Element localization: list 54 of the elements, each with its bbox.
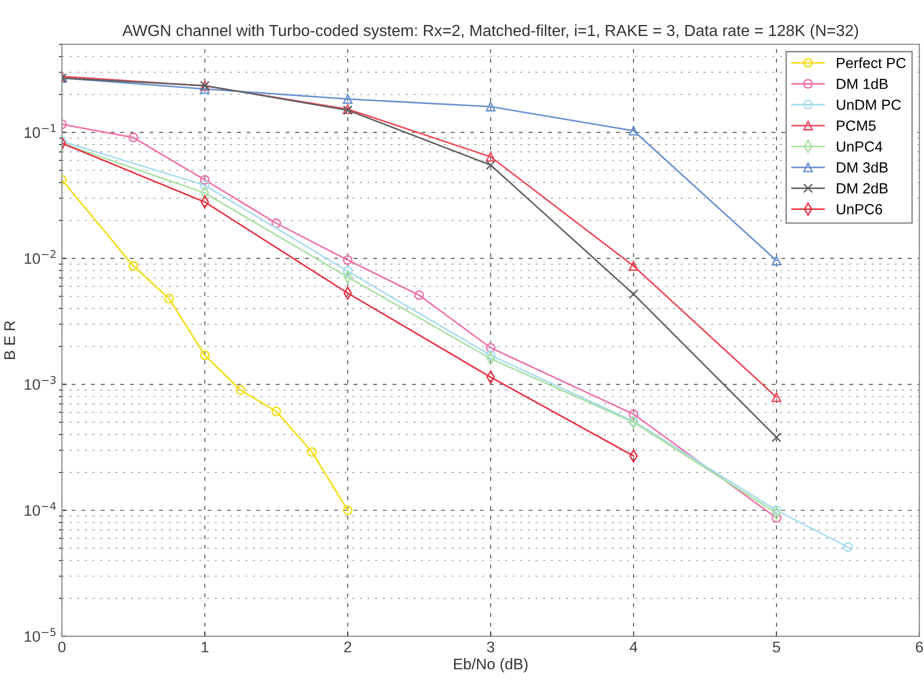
x-tick-label: 1 (202, 642, 208, 652)
point (772, 432, 782, 442)
legend-label: UnPC6 (836, 204, 882, 214)
y-axis-title: B E R (4, 321, 15, 360)
point (628, 126, 638, 136)
point (772, 505, 782, 516)
point (200, 180, 210, 190)
point (200, 350, 210, 360)
point (342, 255, 353, 265)
legend-label: PCM5 (836, 120, 876, 131)
point (414, 290, 424, 300)
legend-label: Perfect PC (836, 57, 906, 68)
point (772, 256, 782, 266)
point (128, 132, 138, 142)
legend-label: DM 3dB (836, 162, 888, 173)
point (164, 294, 174, 304)
x-tick-label: 0 (58, 642, 66, 652)
point (342, 266, 353, 276)
point (628, 261, 638, 271)
point (486, 102, 496, 112)
legend-label: DM 1dB (836, 78, 888, 90)
point (486, 350, 496, 360)
y-tick-label: 10$^{−1}$ (24, 124, 56, 138)
x-tick-label: 3 (486, 642, 494, 652)
chart-title: AWGN channel with Turbo-coded system: Rx=2, Matched-filter, i=1, RAKE = 3, Data rate = 128K (N=32) (122, 24, 858, 40)
y-tick-label: 10$^{−4}$ (24, 502, 56, 516)
x-tick-label: 5 (772, 642, 780, 652)
point (486, 342, 496, 353)
point (486, 152, 496, 162)
legend-label: UnPC4 (836, 141, 882, 152)
point (342, 505, 353, 516)
point (236, 385, 246, 395)
point (200, 174, 210, 185)
point (772, 392, 782, 402)
point (271, 406, 282, 416)
point (128, 261, 138, 271)
point (271, 218, 282, 228)
point (342, 94, 353, 104)
x-axis-title: Eb/No (dB) (454, 658, 528, 672)
y-tick-label: 10$^{−3}$ (24, 376, 56, 390)
y-tick-label: 10$^{−2}$ (24, 250, 56, 264)
point (307, 447, 317, 457)
y-tick-label: 10$^{−5}$ (24, 628, 56, 642)
point (628, 416, 638, 426)
legend-label: UnDM PC (836, 100, 901, 110)
point (628, 409, 638, 420)
point (628, 289, 638, 300)
x-tick-label: 4 (630, 642, 638, 652)
point (843, 542, 853, 552)
point (200, 84, 210, 94)
x-tick-label: 2 (344, 642, 352, 652)
point (486, 160, 496, 170)
legend-label: DM 2dB (836, 182, 888, 194)
x-tick-label: 6 (916, 642, 923, 652)
